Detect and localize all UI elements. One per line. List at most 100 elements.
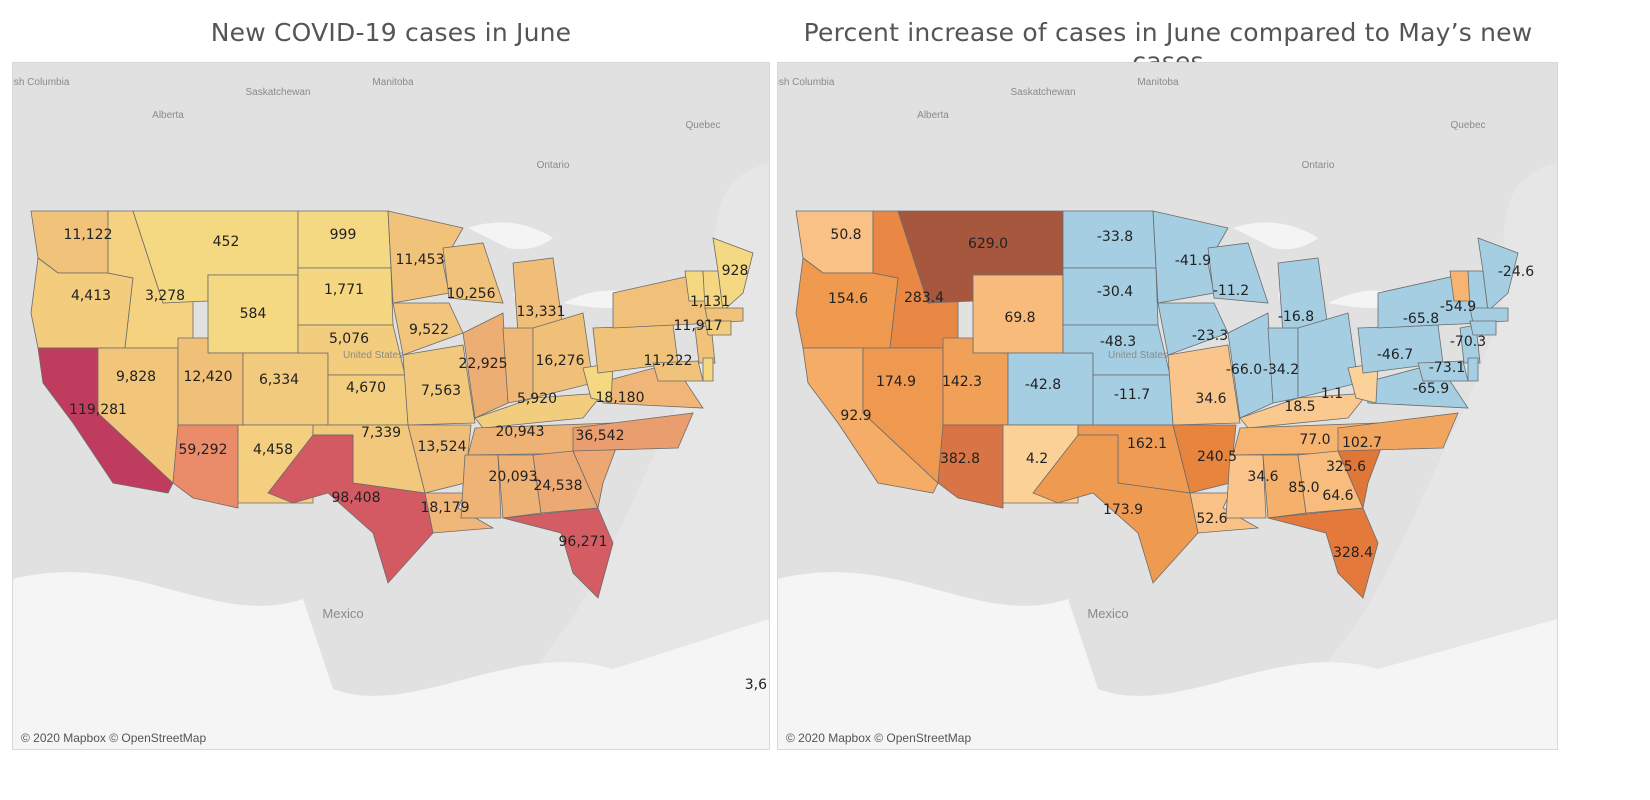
map-attribution[interactable]: © 2020 Mapbox © OpenStreetMap [786,731,972,745]
state-co[interactable] [242,352,329,426]
state-ky[interactable] [474,392,604,429]
state-me[interactable] [1477,237,1519,312]
state-value-label: 18.5 [1284,399,1315,415]
state-wi[interactable] [1207,242,1269,304]
state-value-label: 11,222 [644,353,693,369]
state-value-label: 20,093 [489,469,538,485]
state-value-label: -16.8 [1278,309,1314,325]
geo-label: Saskatchewan [245,87,310,98]
geo-label: United States [343,350,403,361]
clipped-territory-label: 3,6 [744,677,767,693]
state-ct[interactable] [1469,320,1497,336]
state-value-label: 1,771 [324,282,364,298]
state-value-label: 4.2 [1026,451,1048,467]
state-mo[interactable] [1167,344,1241,426]
state-value-label: 999 [330,227,357,243]
state-value-label: 85.0 [1288,480,1319,496]
map-canvas[interactable]: British Columbia Alberta Saskatchewan Manit… [778,63,1557,749]
geo-label: Mexico [1087,606,1128,621]
state-value-label: 11,917 [674,318,723,334]
state-value-label: -46.7 [1377,347,1413,363]
state-tx[interactable] [267,434,434,584]
state-value-label: 162.1 [1127,436,1167,452]
state-wi[interactable] [442,242,504,304]
state-value-label: -11.7 [1114,387,1150,403]
map-canvas[interactable]: British Columbia Alberta Saskatchewan Manit… [13,63,769,749]
state-value-label: -41.9 [1175,253,1211,269]
state-value-label: 98,408 [332,490,381,506]
cases-map[interactable]: British Columbia Alberta Saskatchewan Manit… [12,62,770,750]
geo-label: British Columbia [13,77,70,88]
percent-map-title: Percent increase of cases in June compar… [803,18,1533,76]
state-value-label: -54.9 [1440,299,1476,315]
state-value-label: 154.6 [828,291,868,307]
state-value-label: -65.9 [1413,381,1449,397]
state-de[interactable] [702,357,714,382]
state-value-label: -24.6 [1498,264,1534,280]
geo-label: Ontario [537,160,570,171]
state-value-label: 20,943 [496,424,545,440]
state-az[interactable] [937,424,1004,509]
state-value-label: -34.2 [1263,362,1299,378]
state-value-label: -70.3 [1450,334,1486,350]
state-ms[interactable] [1225,454,1267,519]
state-value-label: 629.0 [968,236,1008,252]
state-value-label: 4,413 [71,288,111,304]
state-value-label: 142.3 [942,374,982,390]
state-value-label: 452 [213,234,240,250]
state-ky[interactable] [1239,392,1369,429]
state-value-label: 13,331 [517,304,566,320]
cases-map-title: New COVID-19 cases in June [210,18,572,47]
percent-increase-map[interactable]: British Columbia Alberta Saskatchewan Manit… [777,62,1558,750]
state-mn[interactable] [1152,210,1229,304]
state-ma[interactable] [1469,307,1509,324]
state-mn[interactable] [387,210,464,304]
geo-label: United States [1108,350,1168,361]
state-value-label: 36,542 [576,428,625,444]
ocean-area [778,572,1557,749]
geo-label: Mexico [322,606,363,621]
state-value-label: 283.4 [904,290,944,306]
state-value-label: -65.8 [1403,311,1439,327]
state-value-label: -33.8 [1097,229,1133,245]
state-value-label: 102.7 [1342,435,1382,451]
state-value-label: -48.3 [1100,334,1136,350]
state-value-label: 5,076 [329,331,369,347]
state-value-label: 6,334 [259,372,299,388]
state-value-label: -30.4 [1097,284,1133,300]
state-de[interactable] [1467,357,1479,382]
geo-label: Manitoba [372,77,414,88]
state-value-label: 18,179 [421,500,470,516]
state-az[interactable] [172,424,239,509]
state-value-label: 52.6 [1196,511,1227,527]
state-value-label: 11,122 [64,227,113,243]
state-mo[interactable] [402,344,476,426]
great-lakes [1233,222,1418,318]
state-ct[interactable] [704,320,732,336]
state-value-label: 22,925 [459,356,508,372]
state-value-label: 325.6 [1326,459,1366,475]
state-vt[interactable] [1449,270,1471,302]
state-value-label: 92.9 [840,408,871,424]
state-nc[interactable] [1337,412,1459,452]
state-value-label: 174.9 [876,374,916,390]
state-value-label: 24,538 [534,478,583,494]
state-tx[interactable] [1032,434,1199,584]
state-value-label: 5,920 [517,391,557,407]
state-nc[interactable] [572,412,694,452]
state-value-label: 7,339 [361,425,401,441]
state-value-label: 1,131 [690,294,730,310]
state-me[interactable] [712,237,754,312]
state-ms[interactable] [460,454,502,519]
geo-label: Manitoba [1137,77,1179,88]
geo-label: Quebec [685,120,720,131]
state-value-label: 584 [240,306,267,322]
state-ma[interactable] [704,307,744,324]
map-attribution[interactable]: © 2020 Mapbox © OpenStreetMap [21,731,207,745]
state-value-label: -73.1 [1429,360,1465,376]
state-value-label: 69.8 [1004,310,1035,326]
state-value-label: 7,563 [421,383,461,399]
state-value-label: 240.5 [1197,449,1237,465]
state-value-label: 34.6 [1195,391,1226,407]
state-value-label: 12,420 [184,369,233,385]
